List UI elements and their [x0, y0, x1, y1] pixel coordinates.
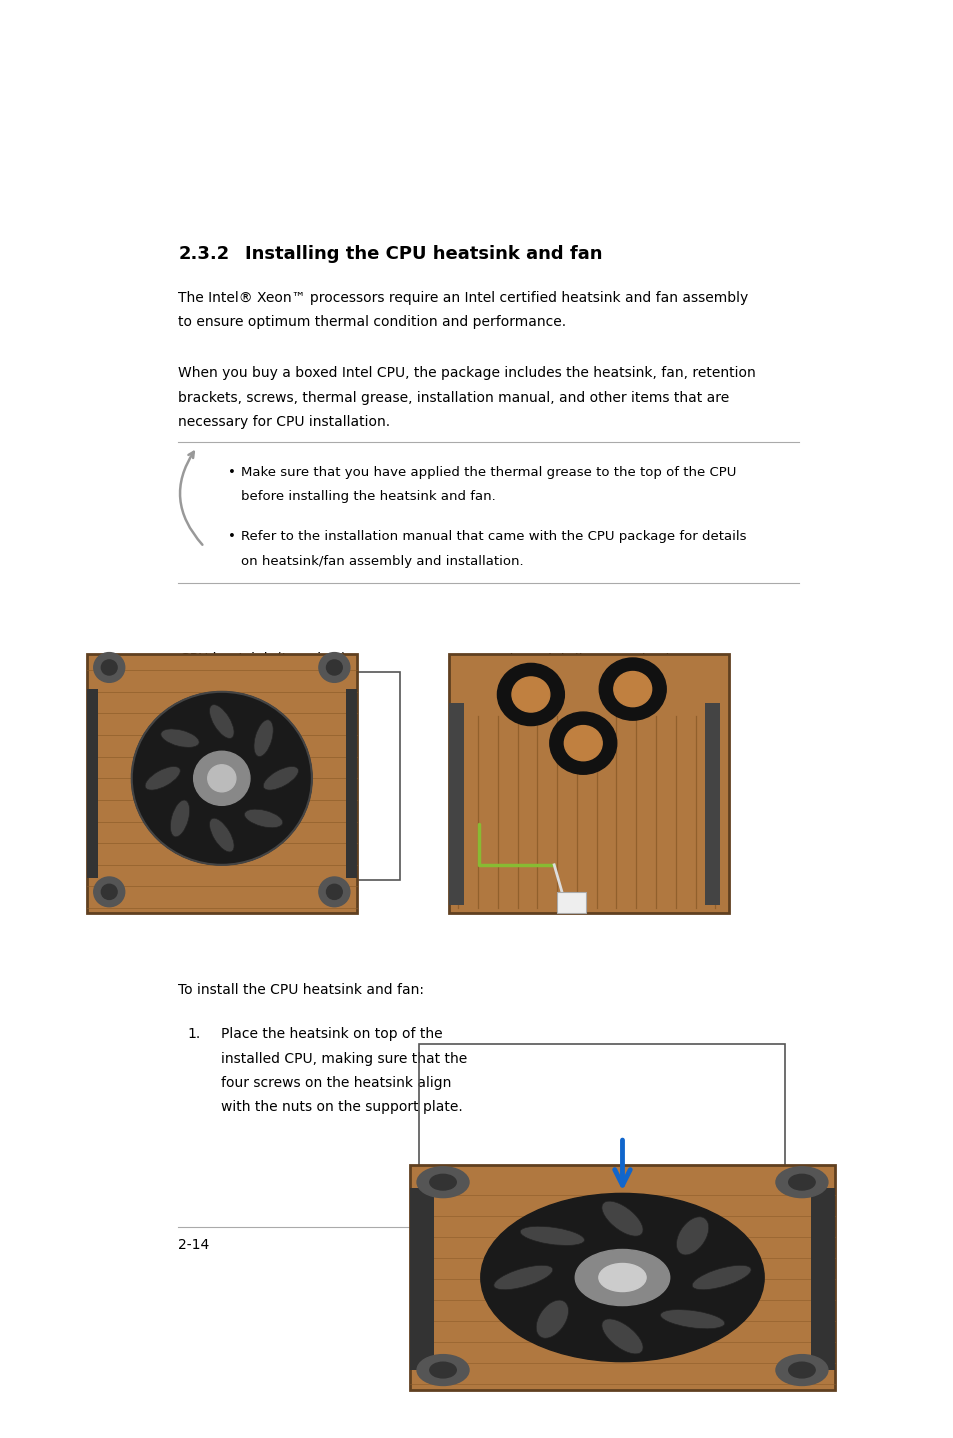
Text: to ensure optimum thermal condition and performance.: to ensure optimum thermal condition and …: [178, 315, 566, 329]
Circle shape: [497, 663, 564, 726]
Text: The Intel® Xeon™ processors require an Intel certified heatsink and fan assembly: The Intel® Xeon™ processors require an I…: [178, 290, 748, 305]
Circle shape: [416, 1355, 469, 1385]
Ellipse shape: [210, 705, 233, 739]
Circle shape: [93, 877, 125, 907]
Text: installed CPU, making sure that the: installed CPU, making sure that the: [221, 1051, 467, 1066]
Text: 2-14: 2-14: [178, 1238, 210, 1251]
Circle shape: [318, 877, 350, 907]
Ellipse shape: [601, 1201, 642, 1237]
Bar: [418, 1044, 783, 1260]
Circle shape: [564, 726, 601, 761]
Text: CPU heatsink (bottom view): CPU heatsink (bottom view): [476, 651, 670, 666]
Ellipse shape: [659, 1310, 724, 1329]
Circle shape: [598, 659, 665, 720]
Ellipse shape: [210, 818, 233, 851]
Bar: [810, 1188, 834, 1370]
Circle shape: [132, 692, 312, 864]
Circle shape: [93, 653, 125, 683]
Circle shape: [430, 1175, 456, 1191]
Circle shape: [326, 884, 342, 899]
Bar: [704, 703, 720, 906]
Circle shape: [775, 1166, 827, 1198]
Text: •: •: [228, 531, 235, 544]
Circle shape: [598, 1264, 645, 1291]
Text: before installing the heatsink and fan.: before installing the heatsink and fan.: [241, 490, 496, 503]
Circle shape: [430, 1362, 456, 1378]
Text: brackets, screws, thermal grease, installation manual, and other items that are: brackets, screws, thermal grease, instal…: [178, 391, 729, 404]
Text: Installing the CPU heatsink and fan: Installing the CPU heatsink and fan: [245, 244, 601, 263]
Text: Heatsink screw: Heatsink screw: [514, 900, 633, 915]
Text: four screws on the heatsink align: four screws on the heatsink align: [221, 1076, 451, 1090]
Text: 2.3.2: 2.3.2: [178, 244, 230, 263]
Circle shape: [775, 1355, 827, 1385]
Bar: [87, 689, 98, 879]
Text: CPU heatsink (top view): CPU heatsink (top view): [180, 651, 346, 666]
Circle shape: [208, 765, 235, 792]
Circle shape: [326, 660, 342, 674]
Text: with the nuts on the support plate.: with the nuts on the support plate.: [221, 1100, 462, 1114]
Text: Chapter 2: Hardware information: Chapter 2: Hardware information: [569, 1238, 799, 1251]
Text: To install the CPU heatsink and fan:: To install the CPU heatsink and fan:: [178, 984, 424, 997]
Bar: [182, 672, 400, 880]
Text: on heatsink/fan assembly and installation.: on heatsink/fan assembly and installatio…: [241, 555, 523, 568]
Text: •: •: [228, 466, 235, 479]
Circle shape: [549, 712, 616, 774]
Ellipse shape: [253, 720, 273, 756]
Text: When you buy a boxed Intel CPU, the package includes the heatsink, fan, retentio: When you buy a boxed Intel CPU, the pack…: [178, 367, 756, 380]
Ellipse shape: [145, 766, 180, 789]
Ellipse shape: [692, 1265, 750, 1290]
Ellipse shape: [536, 1300, 568, 1339]
Text: Place the heatsink on top of the: Place the heatsink on top of the: [221, 1027, 442, 1041]
Ellipse shape: [171, 800, 190, 837]
Bar: [410, 1188, 433, 1370]
Circle shape: [613, 672, 651, 706]
Text: necessary for CPU installation.: necessary for CPU installation.: [178, 416, 390, 429]
Text: Make sure that you have applied the thermal grease to the top of the CPU: Make sure that you have applied the ther…: [241, 466, 736, 479]
Ellipse shape: [601, 1319, 642, 1355]
Ellipse shape: [244, 810, 282, 828]
Ellipse shape: [161, 729, 199, 748]
Ellipse shape: [519, 1227, 584, 1245]
Circle shape: [101, 884, 117, 899]
Bar: [462, 672, 688, 880]
Bar: [557, 892, 585, 913]
Ellipse shape: [676, 1217, 708, 1255]
Bar: [410, 1165, 834, 1389]
Ellipse shape: [263, 766, 298, 789]
Bar: [449, 703, 463, 906]
Circle shape: [575, 1250, 669, 1306]
Circle shape: [101, 660, 117, 674]
Circle shape: [193, 751, 250, 805]
Text: 1.: 1.: [187, 1027, 200, 1041]
Circle shape: [788, 1362, 814, 1378]
Circle shape: [512, 677, 549, 712]
Circle shape: [788, 1175, 814, 1191]
Text: Refer to the installation manual that came with the CPU package for details: Refer to the installation manual that ca…: [241, 531, 746, 544]
Circle shape: [318, 653, 350, 683]
Circle shape: [480, 1194, 763, 1362]
Ellipse shape: [494, 1265, 552, 1290]
Bar: [345, 689, 356, 879]
Circle shape: [416, 1166, 469, 1198]
